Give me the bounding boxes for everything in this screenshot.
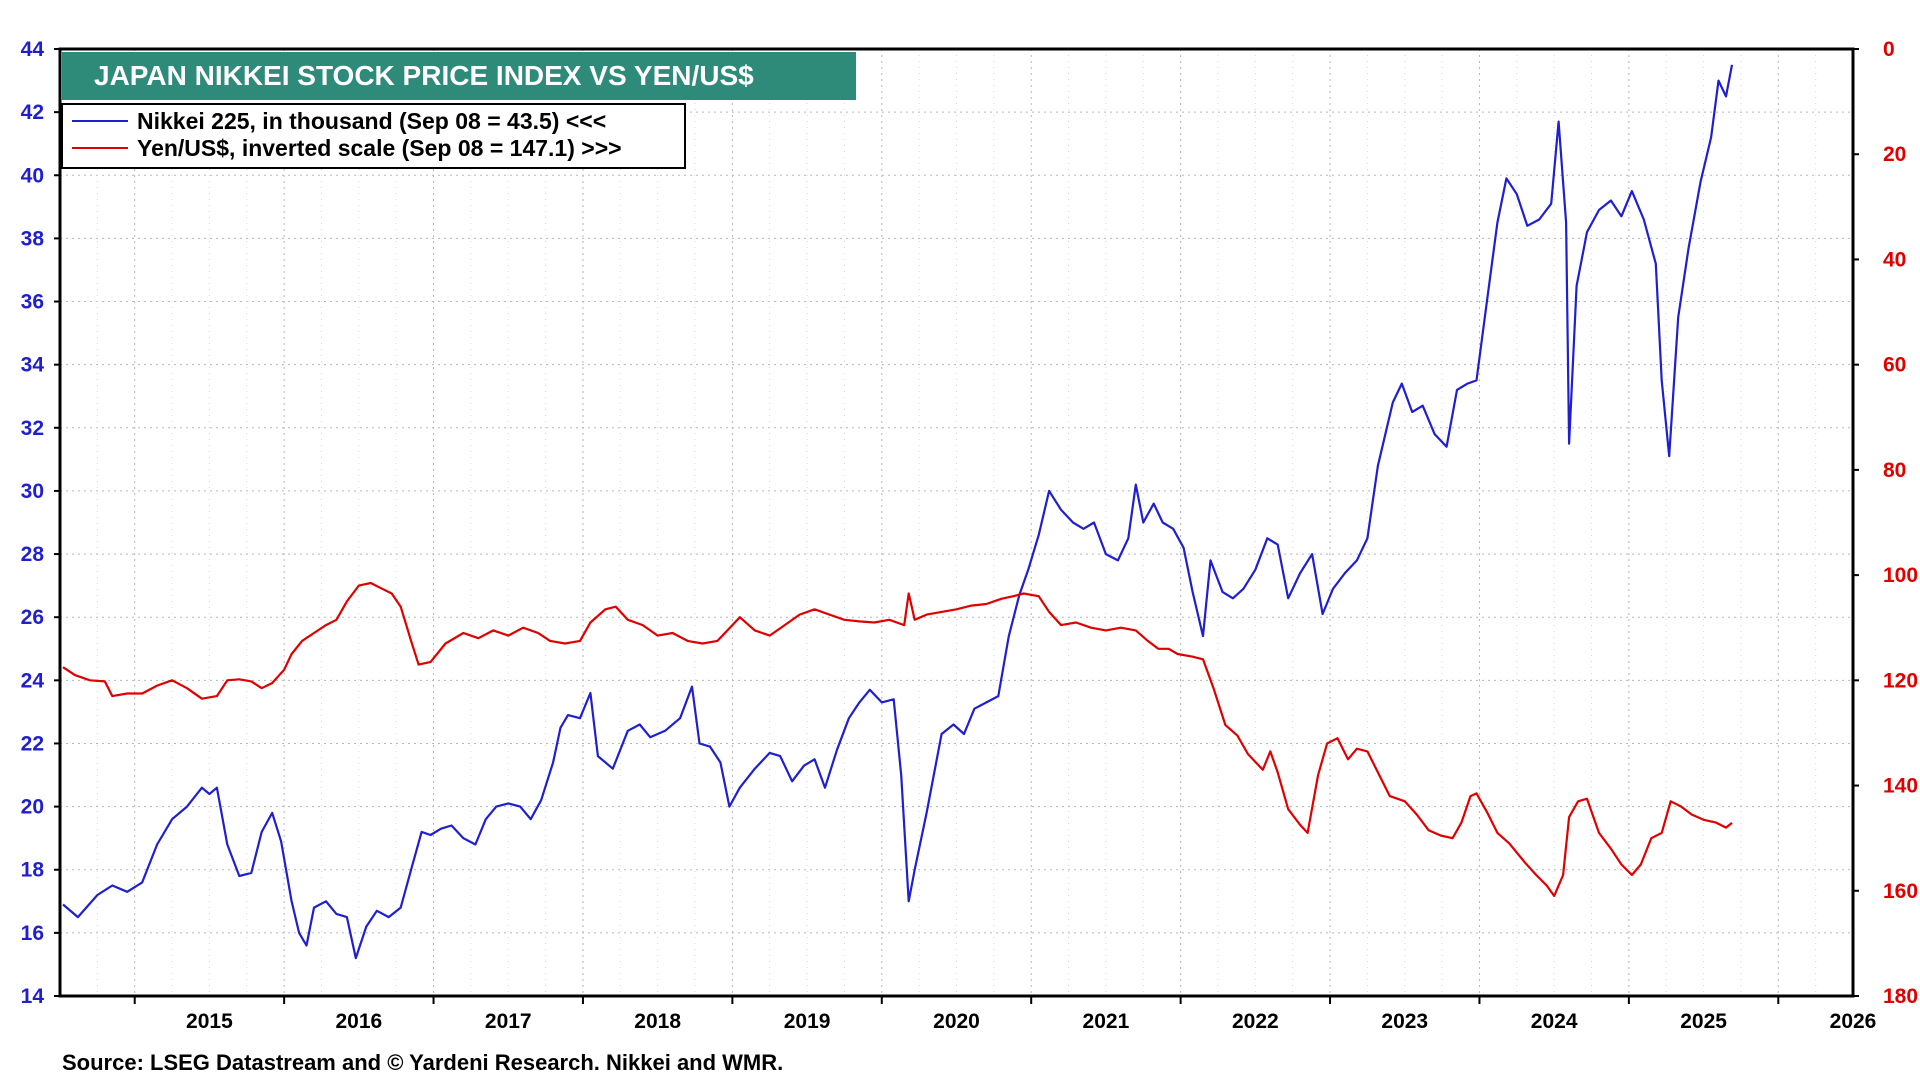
tick-label-x: 2019: [784, 1010, 831, 1033]
tick-label-left: 24: [21, 669, 45, 692]
tick-label-left: 30: [21, 480, 44, 503]
tick-label-x: 2022: [1232, 1010, 1279, 1033]
tick-label-x: 2021: [1083, 1010, 1130, 1033]
series-line-nikkei: [62, 64, 1734, 960]
tick-label-x: 2025: [1680, 1010, 1727, 1033]
tick-label-left: 42: [21, 101, 44, 124]
tick-label-right: 80: [1883, 459, 1906, 482]
tick-label-left: 36: [21, 291, 44, 314]
grid-layer: [59, 49, 1853, 996]
tick-label-right: 160: [1883, 880, 1918, 903]
tick-label-x: 2016: [335, 1010, 382, 1033]
tick-label-right: 120: [1883, 669, 1918, 692]
tick-label-left: 18: [21, 859, 45, 882]
chart-title: JAPAN NIKKEI STOCK PRICE INDEX VS YEN/US…: [62, 52, 856, 100]
tick-label-left: 44: [21, 38, 45, 61]
tick-label-right: 0: [1883, 38, 1895, 61]
tick-label-left: 14: [21, 985, 45, 1008]
tick-label-x: 2023: [1381, 1010, 1428, 1033]
legend: Nikkei 225, in thousand (Sep 08 = 43.5) …: [61, 103, 686, 169]
tick-label-x: 2018: [634, 1010, 681, 1033]
tick-label-right: 40: [1883, 248, 1906, 271]
series-layer: [62, 64, 1734, 960]
tick-label-right: 20: [1883, 143, 1906, 166]
tick-label-right: 180: [1883, 985, 1918, 1008]
tick-label-right: 140: [1883, 775, 1918, 798]
tick-label-left: 34: [21, 354, 45, 377]
tick-label-right: 60: [1883, 354, 1906, 377]
tick-label-left: 20: [21, 796, 44, 819]
plot-frame: [58, 47, 1855, 998]
series-line-yen: [62, 581, 1733, 898]
legend-box: [61, 103, 686, 169]
tick-label-left: 32: [21, 417, 44, 440]
tick-label-left: 26: [21, 606, 44, 629]
tick-label-left: 16: [21, 922, 44, 945]
tick-label-left: 40: [21, 164, 44, 187]
tick-label-x: 2026: [1830, 1010, 1877, 1033]
tick-label-x: 2015: [186, 1010, 233, 1033]
tick-label-left: 38: [21, 227, 45, 250]
tick-label-x: 2024: [1531, 1010, 1578, 1033]
title-background: [62, 52, 856, 100]
tick-label-x: 2017: [485, 1010, 532, 1033]
tick-label-right: 100: [1883, 564, 1918, 587]
source-note: Source: LSEG Datastream and © Yardeni Re…: [62, 1050, 783, 1075]
title-text: JAPAN NIKKEI STOCK PRICE INDEX VS YEN/US…: [94, 60, 754, 91]
tick-label-left: 28: [21, 543, 45, 566]
tick-label-x: 2020: [933, 1010, 980, 1033]
tick-label-left: 22: [21, 732, 44, 755]
legend-label-nikkei: Nikkei 225, in thousand (Sep 08 = 43.5) …: [137, 108, 606, 134]
legend-label-yen: Yen/US$, inverted scale (Sep 08 = 147.1)…: [137, 135, 622, 161]
